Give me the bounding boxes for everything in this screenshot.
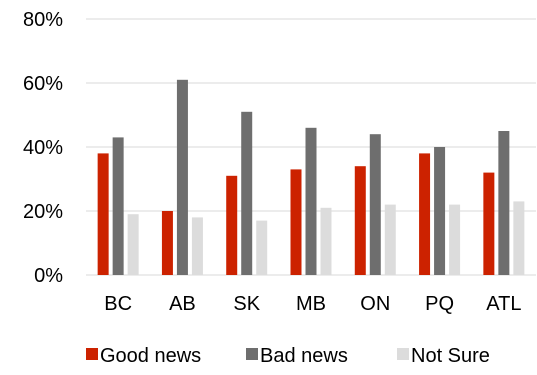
bar-good-news-sk — [226, 175, 238, 275]
bar-good-news-mb — [290, 169, 302, 275]
bar-bad-news-ab — [176, 79, 188, 275]
bar-bad-news-sk — [241, 111, 253, 275]
x-tick-label: BC — [104, 293, 132, 315]
bar-bad-news-bc — [112, 137, 124, 275]
x-tick-label: AB — [169, 293, 196, 315]
x-tick-label: SK — [233, 293, 260, 315]
bar-not-sure-bc — [127, 214, 139, 275]
legend-item: Good news — [86, 345, 201, 367]
y-tick-label: 80% — [23, 9, 63, 31]
bar-good-news-on — [354, 166, 366, 275]
bar-bad-news-pq — [434, 147, 446, 275]
bar-good-news-ab — [161, 211, 173, 275]
bar-bad-news-mb — [305, 127, 317, 275]
legend-label: Good news — [100, 345, 201, 367]
bar-bad-news-atl — [498, 131, 510, 275]
y-tick-label: 20% — [23, 201, 63, 223]
legend-item: Bad news — [246, 345, 348, 367]
y-tick-label: 0% — [34, 265, 63, 287]
x-tick-label: ON — [360, 293, 390, 315]
legend-swatch — [246, 348, 258, 360]
legend-label: Bad news — [260, 345, 348, 367]
legend-swatch — [397, 348, 409, 360]
y-tick-label: 40% — [23, 137, 63, 159]
x-tick-label: ATL — [486, 293, 521, 315]
y-tick-label: 60% — [23, 73, 63, 95]
bar-not-sure-on — [384, 204, 396, 275]
legend-swatch — [86, 348, 98, 360]
x-tick-label: PQ — [425, 293, 454, 315]
bar-not-sure-atl — [513, 201, 525, 275]
bar-not-sure-sk — [256, 220, 268, 275]
bar-not-sure-ab — [191, 217, 203, 275]
bar-bad-news-on — [369, 134, 381, 275]
legend-label: Not Sure — [411, 345, 490, 367]
bar-good-news-atl — [483, 172, 495, 275]
x-tick-label: MB — [296, 293, 326, 315]
legend-item: Not Sure — [397, 345, 490, 367]
bar-good-news-pq — [419, 153, 431, 275]
bar-good-news-bc — [97, 153, 109, 275]
bar-not-sure-pq — [449, 204, 461, 275]
bar-not-sure-mb — [320, 207, 332, 275]
